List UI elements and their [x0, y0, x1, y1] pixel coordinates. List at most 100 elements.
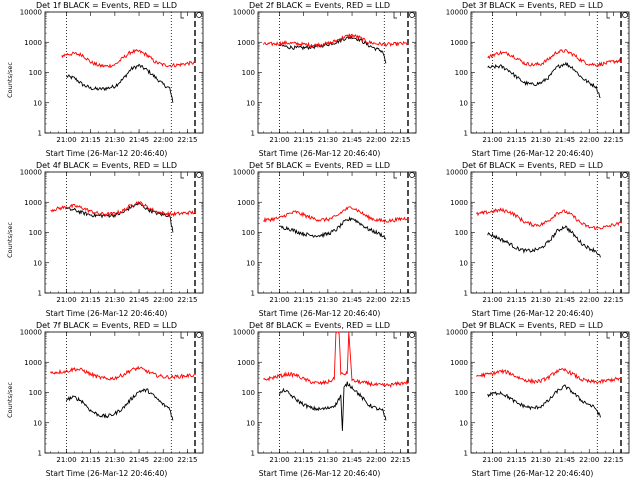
x-tick-label: 21:15 — [294, 296, 314, 304]
data-series-line — [487, 61, 601, 98]
y-tick-label: 10000 — [446, 9, 468, 17]
y-tick-label: 1 — [251, 130, 255, 138]
plot-frame — [470, 171, 630, 294]
y-tick-label: 1 — [464, 450, 468, 458]
plot-frame — [257, 11, 417, 134]
y-tick-label: 100 — [455, 389, 468, 397]
y-tick-label: 10 — [33, 419, 42, 427]
x-axis-label: Start Time (26-Mar-12 20:46:40) — [471, 309, 594, 318]
y-tick-label: 1000 — [450, 39, 468, 47]
x-tick-label: 22:15 — [390, 456, 410, 464]
x-tick-label: 22:15 — [177, 296, 197, 304]
x-tick-label: 21:00 — [269, 136, 289, 144]
x-tick-label: 22:00 — [366, 136, 386, 144]
y-tick-label: 1 — [464, 290, 468, 298]
x-tick-label: 21:30 — [105, 136, 125, 144]
data-series-line — [66, 63, 174, 103]
y-tick-label: 10 — [459, 259, 468, 267]
marker-bracket — [393, 12, 397, 19]
chart-panel: 1 10 100 1000 10000 21:00 21:15 21:30 21:45 22:00… — [0, 160, 213, 320]
chart-title: Det 9f BLACK = Events, RED = LLD — [461, 321, 604, 330]
data-series-line — [66, 388, 174, 421]
x-tick-label: 22:15 — [390, 296, 410, 304]
x-tick-label: 21:00 — [56, 456, 76, 464]
x-tick-label: 21:30 — [318, 456, 338, 464]
marker-circle — [196, 172, 202, 178]
chart-plot: 1 10 100 1000 10000 21:00 21:15 21:30 21:45 22:00… — [20, 169, 204, 304]
marker-bracket — [606, 12, 610, 19]
marker-circle — [409, 12, 415, 18]
y-tick-label: 10000 — [20, 9, 42, 17]
data-series-line — [487, 384, 601, 418]
x-tick-label: 21:45 — [342, 136, 362, 144]
x-tick-label: 21:15 — [507, 296, 527, 304]
y-axis-label: Counts/sec — [6, 222, 14, 258]
marker-bracket — [393, 332, 397, 339]
y-tick-label: 1000 — [450, 199, 468, 207]
y-tick-label: 10 — [459, 99, 468, 107]
y-tick-label: 10000 — [20, 169, 42, 177]
x-tick-label: 21:00 — [56, 296, 76, 304]
chart-title: Det 7f BLACK = Events, RED = LLD — [35, 321, 178, 330]
x-tick-label: 21:30 — [318, 296, 338, 304]
x-tick-label: 21:45 — [129, 456, 149, 464]
data-series-line — [487, 225, 601, 258]
chart-title: Det 2f BLACK = Events, RED = LLD — [248, 1, 391, 10]
chart-plot: 1 10 100 1000 10000 21:00 21:15 21:30 21:45 22:00… — [20, 329, 204, 464]
y-tick-label: 10000 — [233, 9, 255, 17]
y-tick-label: 1000 — [24, 359, 42, 367]
y-tick-label: 100 — [242, 229, 255, 237]
x-tick-label: 21:45 — [555, 136, 575, 144]
chart-plot: 1 10 100 1000 10000 21:00 21:15 21:30 21:45 22:00… — [446, 329, 630, 464]
y-tick-label: 1000 — [237, 199, 255, 207]
chart-plot: 1 10 100 1000 10000 21:00 21:15 21:30 21:45 22:00… — [233, 9, 417, 144]
x-tick-label: 22:15 — [177, 456, 197, 464]
x-axis-label: Start Time (26-Mar-12 20:46:40) — [45, 309, 168, 318]
x-tick-label: 22:00 — [366, 296, 386, 304]
x-tick-label: 21:00 — [56, 136, 76, 144]
y-tick-label: 100 — [29, 389, 42, 397]
x-tick-label: 21:30 — [531, 296, 551, 304]
data-series-line — [487, 48, 622, 68]
y-tick-label: 10000 — [446, 169, 468, 177]
y-tick-label: 100 — [455, 69, 468, 77]
x-tick-label: 21:15 — [507, 136, 527, 144]
x-tick-label: 22:15 — [177, 136, 197, 144]
x-tick-label: 21:00 — [269, 296, 289, 304]
x-tick-label: 21:45 — [342, 296, 362, 304]
chart-plot: 1 10 100 1000 10000 21:00 21:15 21:30 21:45 22:00… — [446, 9, 630, 144]
data-series-line — [476, 367, 622, 385]
y-tick-label: 1000 — [24, 39, 42, 47]
chart-title: Det 8f BLACK = Events, RED = LLD — [248, 321, 391, 330]
chart-title: Det 1f BLACK = Events, RED = LLD — [35, 1, 178, 10]
y-tick-label: 100 — [29, 229, 42, 237]
y-tick-label: 1 — [38, 290, 42, 298]
y-tick-label: 10 — [459, 419, 468, 427]
y-tick-label: 10 — [246, 259, 255, 267]
x-tick-label: 21:45 — [555, 456, 575, 464]
data-series-line — [279, 34, 387, 64]
chart-title: Det 6f BLACK = Events, RED = LLD — [461, 161, 604, 170]
data-series-line — [263, 33, 409, 49]
marker-circle — [196, 332, 202, 338]
data-series-line — [61, 48, 196, 69]
x-tick-label: 22:00 — [153, 136, 173, 144]
chart-plot: 1 10 100 1000 10000 21:00 21:15 21:30 21:45 22:00… — [446, 169, 630, 304]
x-tick-label: 21:30 — [318, 136, 338, 144]
x-tick-label: 21:30 — [105, 296, 125, 304]
data-series-line — [476, 207, 622, 230]
marker-bracket — [606, 172, 610, 179]
x-tick-label: 22:00 — [579, 136, 599, 144]
x-tick-label: 21:00 — [482, 296, 502, 304]
data-series-line — [263, 331, 409, 388]
x-tick-label: 21:45 — [129, 136, 149, 144]
x-axis-label: Start Time (26-Mar-12 20:46:40) — [258, 469, 381, 478]
data-series-line — [279, 216, 387, 240]
data-series-line — [263, 206, 409, 224]
x-tick-label: 21:15 — [294, 136, 314, 144]
chart-panel: 1 10 100 1000 10000 21:00 21:15 21:30 21:45 22:00… — [0, 320, 213, 480]
y-tick-label: 10000 — [20, 329, 42, 337]
y-tick-label: 1 — [464, 130, 468, 138]
chart-panel: 1 10 100 1000 10000 21:00 21:15 21:30 21:45 22:00… — [426, 160, 639, 320]
y-tick-label: 100 — [242, 69, 255, 77]
